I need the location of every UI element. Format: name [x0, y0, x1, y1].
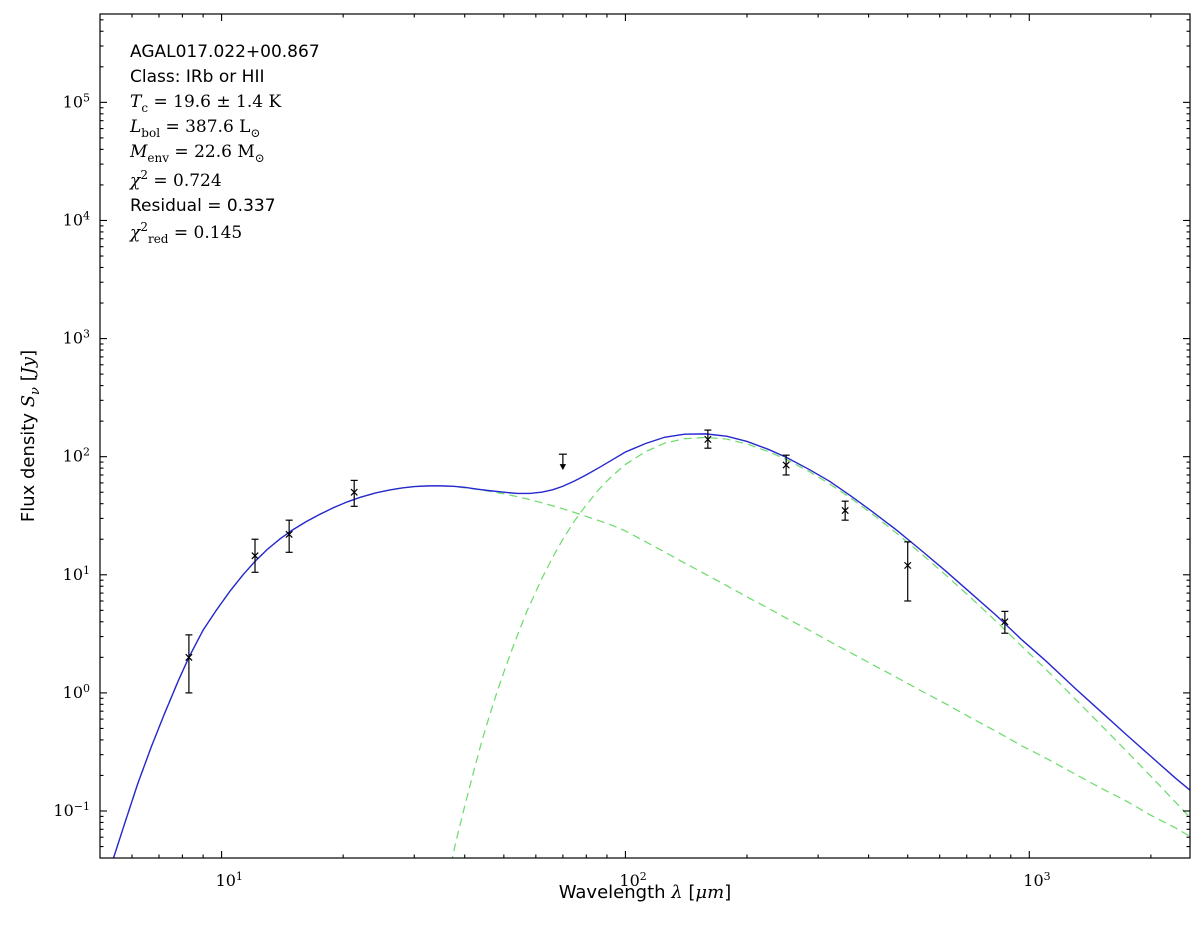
svg-text:101: 101	[216, 870, 243, 890]
svg-text:105: 105	[63, 91, 90, 111]
data-point	[185, 634, 193, 694]
svg-text:10−1: 10−1	[53, 800, 90, 820]
svg-text:102: 102	[619, 870, 646, 890]
annotation-line-1: AGAL017.022+00.867	[130, 42, 320, 62]
annotation-line-6: χ2 = 0.724	[129, 168, 222, 191]
svg-text:100: 100	[63, 682, 90, 702]
annotation-line-4: Lbol = 387.6 L⊙	[129, 117, 261, 140]
svg-text:103: 103	[1023, 870, 1050, 890]
cold-component-curve	[451, 436, 1190, 858]
upper-limit-marker	[558, 453, 567, 471]
svg-text:104: 104	[63, 209, 90, 229]
plot-frame	[99, 13, 1191, 859]
axis-ticks	[100, 14, 1190, 858]
data-point	[704, 429, 712, 449]
data-point	[350, 479, 358, 507]
annotation-line-8: χ2red = 0.145	[129, 220, 242, 246]
data-point	[782, 454, 790, 476]
model-total-curve	[112, 433, 1190, 858]
data-point	[841, 500, 849, 521]
y-axis-label: Flux density Sν [Jy]	[18, 350, 43, 522]
svg-text:103: 103	[63, 328, 90, 348]
x-axis-label: Wavelength λ [μm]	[559, 882, 731, 903]
data-point	[285, 519, 293, 553]
data-point	[904, 541, 912, 602]
annotation-line-5: Menv = 22.6 M⊙	[129, 142, 265, 165]
data-point	[251, 538, 259, 573]
annotation-line-3: Tc = 19.6 ± 1.4 K	[130, 92, 281, 115]
data-point	[1001, 610, 1009, 634]
annotation-line-2: Class: IRb or HII	[130, 67, 264, 87]
svg-text:102: 102	[63, 446, 90, 466]
svg-text:101: 101	[63, 564, 90, 584]
tick-labels: 101 102 103 10−1 100 101 102 103 104 105	[53, 91, 1050, 890]
curves	[112, 433, 1190, 858]
data-points	[185, 429, 1009, 694]
warm-component-curve	[112, 485, 1190, 858]
annotation-line-7: Residual = 0.337	[130, 196, 276, 216]
